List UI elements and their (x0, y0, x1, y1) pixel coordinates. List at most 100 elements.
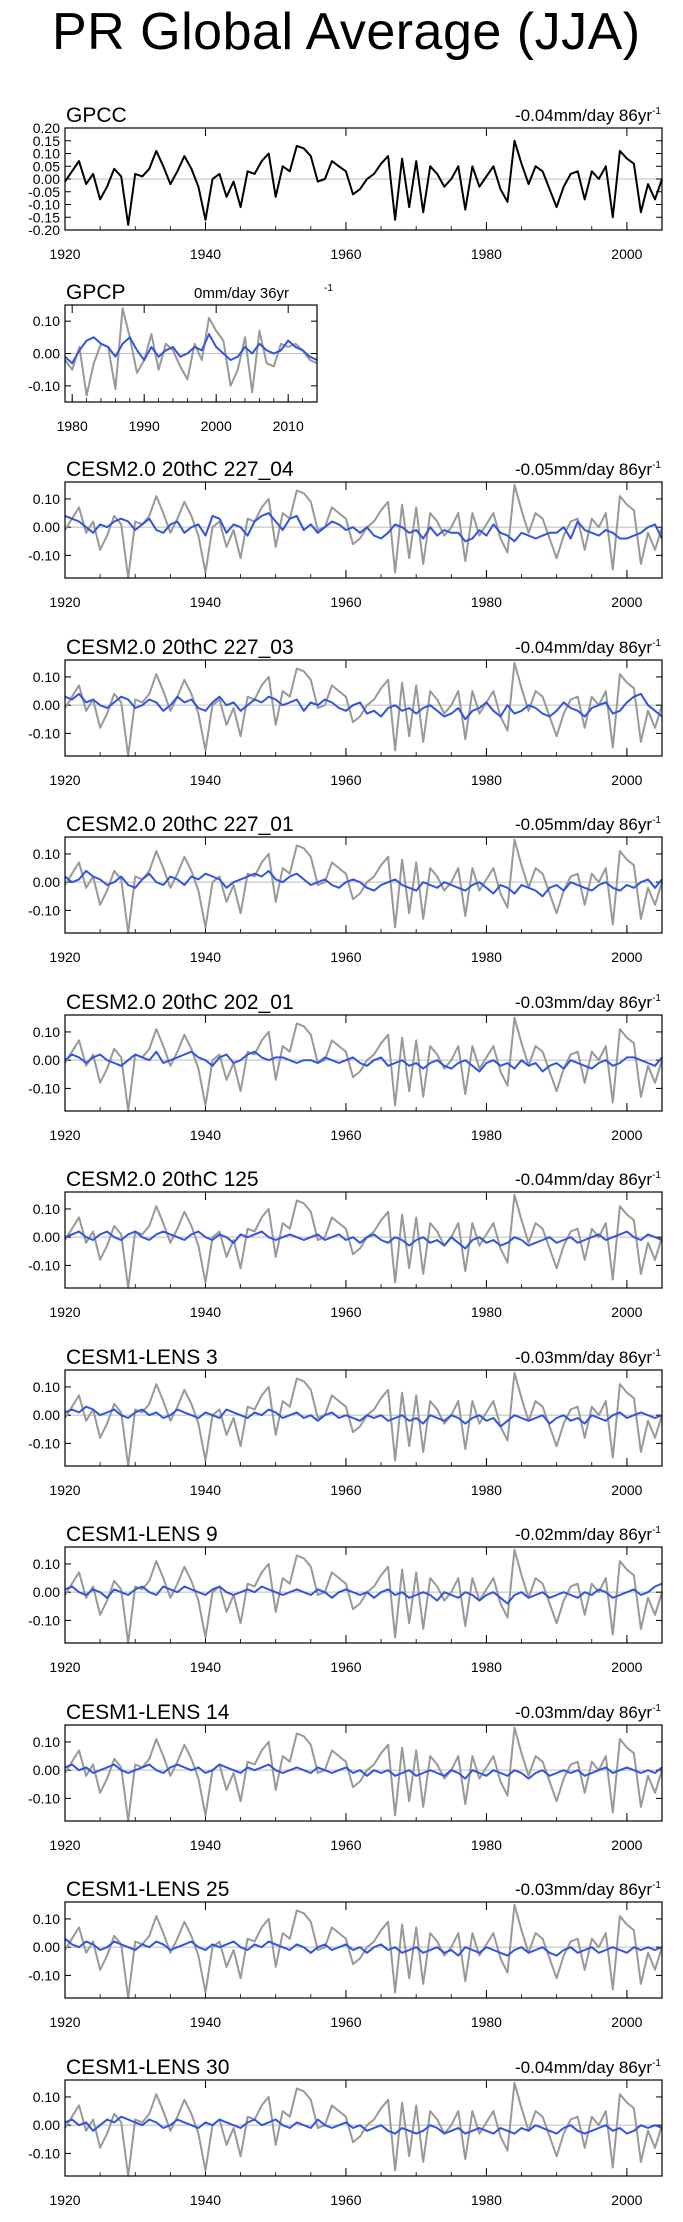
xtick-label: 2000 (611, 246, 642, 262)
series-model (64, 1937, 663, 1957)
xtick-label: 1920 (49, 594, 80, 610)
ytick-label: -0.15 (28, 209, 60, 225)
xtick-label: 1920 (49, 1659, 80, 1675)
xtick-label: 1960 (330, 2192, 361, 2208)
series-gpcp (64, 333, 318, 365)
plot-frame (64, 1901, 663, 1999)
xtick-label: 1960 (330, 1127, 361, 1143)
series-reference (64, 1016, 663, 1112)
ytick-label: 0.10 (33, 146, 60, 162)
panel-title: CESM1-LENS 14 (66, 1701, 230, 1724)
ytick-label: 0.00 (33, 697, 60, 713)
trend-label: -0.02mm/day 86yr (515, 1525, 652, 1544)
trend-label: -0.05mm/day 86yr (515, 815, 652, 834)
series-model (64, 1050, 663, 1073)
xtick-label: 2000 (611, 1837, 642, 1853)
series-model (64, 1230, 663, 1250)
xtick-label: 1920 (49, 1482, 80, 1498)
trend-exponent: -1 (652, 1525, 661, 1536)
xtick-label: 1960 (330, 772, 361, 788)
xtick-label: 2000 (611, 949, 642, 965)
series-model (64, 692, 663, 721)
ytick-label: -0.05 (28, 184, 60, 200)
xtick-label: 2000 (611, 1304, 642, 1320)
ytick-label: 0.15 (33, 133, 60, 149)
plot-frame (64, 2079, 663, 2177)
ytick-label: -0.20 (28, 222, 60, 238)
chart-panel-12: CESM1-LENS 30 -0.04mm/day 86yr -1 0.10 0.00 -… (28, 2056, 663, 2208)
trend-label: -0.04mm/day 86yr (515, 106, 652, 125)
trend-label: 0mm/day 36yr (194, 285, 289, 302)
xtick-label: 1980 (471, 1659, 502, 1675)
ytick-label: -0.10 (28, 1967, 60, 1983)
plot-frame (64, 1014, 663, 1112)
chart-panel-4: CESM2.0 20thC 227_03 -0.04mm/day 86yr -1 0.… (28, 636, 663, 788)
trend-exponent: -1 (652, 106, 661, 117)
xtick-label: 1980 (471, 2192, 502, 2208)
series-gpcc (64, 139, 663, 226)
panel-title: CESM2.0 20thC 227_01 (66, 813, 294, 836)
trend-label: -0.04mm/day 86yr (515, 638, 652, 657)
ytick-label: 0.00 (33, 1762, 60, 1778)
xtick-label: 1920 (49, 2014, 80, 2030)
series-reference (64, 1193, 663, 1289)
xtick-label: 1920 (49, 1837, 80, 1853)
series-reference (64, 1371, 663, 1467)
ytick-label: 0.00 (33, 346, 60, 362)
series-model (64, 1405, 663, 1428)
chart-panel-8: CESM1-LENS 3 -0.03mm/day 86yr -1 0.10 0.00 -0… (28, 1346, 663, 1498)
ytick-label: 0.00 (33, 2117, 60, 2133)
xtick-label: 1980 (471, 772, 502, 788)
series-reference (64, 1903, 663, 1999)
trend-label: -0.03mm/day 86yr (515, 993, 652, 1012)
ytick-label: -0.10 (28, 902, 60, 918)
xtick-label: 2000 (611, 2014, 642, 2030)
ytick-label: 0.10 (33, 1556, 60, 1572)
trend-exponent: -1 (652, 1170, 661, 1181)
ytick-label: -0.10 (28, 2145, 60, 2161)
plot-frame (64, 1546, 663, 1644)
trend-exponent: -1 (652, 2058, 661, 2069)
plot-frame (64, 659, 663, 757)
xtick-label: 1940 (190, 2192, 221, 2208)
xtick-label: 1980 (471, 1304, 502, 1320)
ytick-label: -0.10 (28, 725, 60, 741)
xtick-label: 1980 (471, 246, 502, 262)
plot-frame (64, 127, 663, 231)
ytick-label: 0.10 (33, 1911, 60, 1927)
plot-frame (64, 481, 663, 579)
xtick-label: 1980 (471, 1482, 502, 1498)
ytick-label: -0.10 (28, 197, 60, 213)
chart-panel-1: GPCC -0.04mm/day 86yr -1 0.200.150.100.050.… (28, 104, 663, 262)
panel-title: CESM1-LENS 25 (66, 1878, 229, 1901)
ytick-label: 0.10 (33, 1379, 60, 1395)
trend-exponent: -1 (652, 1880, 661, 1891)
xtick-label: 1980 (57, 418, 88, 434)
chart-panel-7: CESM2.0 20thC 125 -0.04mm/day 86yr -1 0.10 0… (28, 1168, 663, 1320)
xtick-label: 1960 (330, 246, 361, 262)
panel-title: GPCP (66, 281, 126, 304)
xtick-label: 1940 (190, 594, 221, 610)
ytick-label: 0.00 (33, 1407, 60, 1423)
ytick-label: -0.10 (28, 1080, 60, 1096)
xtick-label: 1920 (49, 1127, 80, 1143)
xtick-label: 1940 (190, 1127, 221, 1143)
chart-panel-9: CESM1-LENS 9 -0.02mm/day 86yr -1 0.10 0.00 -0… (28, 1523, 663, 1675)
ytick-label: 0.10 (33, 491, 60, 507)
ytick-label: -0.10 (28, 547, 60, 563)
ytick-label: 0.10 (33, 2089, 60, 2105)
ytick-label: 0.10 (33, 313, 60, 329)
panel-title: CESM2.0 20thC 227_03 (66, 636, 294, 659)
panel-title: CESM2.0 20thC 227_04 (66, 458, 294, 481)
chart-panel-3: CESM2.0 20thC 227_04 -0.05mm/day 86yr -1 0.… (28, 458, 663, 610)
ytick-label: 0.00 (33, 171, 60, 187)
series-reference (64, 2081, 663, 2177)
plot-frame (64, 1724, 663, 1822)
ytick-label: -0.10 (28, 1790, 60, 1806)
ytick-label: 0.10 (33, 846, 60, 862)
ytick-label: 0.10 (33, 1024, 60, 1040)
xtick-label: 1920 (49, 772, 80, 788)
plot-frame (64, 304, 318, 403)
trend-exponent: -1 (652, 1348, 661, 1359)
series-reference (64, 661, 663, 757)
